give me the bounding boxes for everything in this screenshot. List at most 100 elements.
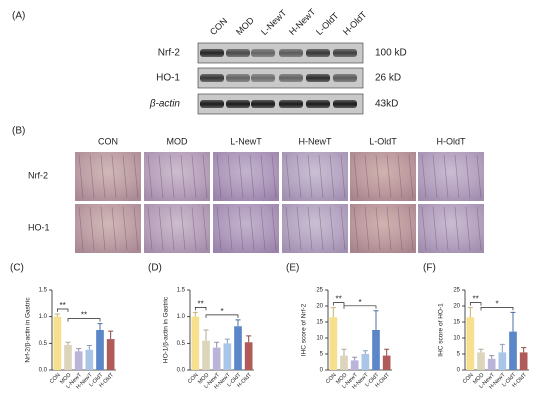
column-label: CON [208, 16, 229, 37]
y-axis-title: IHC score of Nrf-2 [301, 303, 308, 356]
blot-band [200, 100, 224, 108]
tissue-fold [216, 206, 222, 251]
ihc-stain [350, 204, 416, 253]
tissue-fold [307, 154, 313, 199]
tissue-fold [386, 206, 392, 251]
blot-band [333, 74, 357, 82]
error-bar [54, 313, 60, 317]
tissue-fold [364, 154, 370, 199]
tissue-fold [227, 206, 233, 251]
tissue-fold [364, 206, 370, 251]
bar [53, 316, 62, 370]
bar [85, 349, 94, 370]
column-label: CON [98, 136, 118, 146]
tissue-fold [158, 206, 164, 251]
panel-label: (A) [12, 11, 25, 22]
bar [477, 352, 485, 370]
bar [74, 351, 83, 370]
column-label: H-OldT [341, 9, 369, 37]
tissue-fold [202, 154, 208, 199]
ihc-stain [282, 152, 348, 201]
y-tick-label: 0.0 [39, 368, 48, 374]
column-label: L-NewT [259, 7, 289, 37]
tissue-fold [296, 206, 302, 251]
tissue-fold [476, 154, 482, 199]
tissue-fold [307, 206, 313, 251]
tissue-fold [89, 206, 95, 251]
tissue-fold [100, 206, 106, 251]
bar [382, 355, 391, 370]
tissue-fold [296, 154, 302, 199]
error-bar [203, 329, 209, 341]
tissue-fold [318, 206, 324, 251]
row-label: Nrf-2 [158, 48, 181, 59]
blot-band [251, 100, 275, 108]
tissue-fold [249, 206, 255, 251]
tissue-fold [78, 206, 84, 251]
significance-bracket [469, 302, 482, 306]
tissue-fold [397, 206, 403, 251]
y-tick-label: 20 [316, 304, 323, 310]
tissue-fold [408, 154, 414, 199]
tissue-fold [249, 154, 255, 199]
tissue-fold [375, 206, 381, 251]
tissue-fold [133, 154, 139, 199]
tissue-fold [375, 154, 381, 199]
blot-band [333, 49, 357, 57]
ihc-stain [282, 204, 348, 253]
y-tick-label: 15 [316, 320, 323, 326]
bar [212, 347, 221, 370]
panel-label: (D) [148, 263, 162, 274]
bar [244, 342, 253, 370]
significance-bracket [343, 305, 377, 309]
significance-label: * [495, 300, 498, 309]
tissue-fold [353, 154, 359, 199]
ihc-image [350, 204, 416, 253]
blot-band [333, 100, 357, 108]
tissue-fold [271, 154, 277, 199]
error-bar [108, 330, 114, 340]
panel-label: (F) [423, 263, 436, 274]
y-tick-label: 10 [453, 336, 460, 342]
y-axis-title: HO-1/β-actin in Gastric [163, 296, 170, 363]
tissue-fold [432, 154, 438, 199]
size-label: 26 kD [375, 73, 401, 84]
tissue-fold [318, 154, 324, 199]
ihc-stain [75, 204, 141, 253]
blot-band [306, 74, 330, 82]
bar [96, 330, 104, 370]
y-tick-label: 20 [453, 304, 460, 310]
tissue-fold [180, 154, 186, 199]
y-tick-label: 25 [316, 288, 323, 294]
tissue-fold [169, 154, 175, 199]
ihc-image [418, 152, 484, 201]
bar [64, 344, 72, 370]
error-bar [510, 311, 516, 332]
blot-band [251, 49, 275, 57]
ihc-image [75, 152, 141, 201]
y-tick-label: 0.5 [177, 341, 186, 347]
tissue-fold [122, 206, 128, 251]
error-bar [521, 347, 527, 353]
blot-band [226, 100, 250, 108]
size-label: 100 kD [375, 48, 407, 59]
significance-label: ** [473, 295, 479, 304]
tissue-fold [191, 206, 197, 251]
tissue-fold [285, 206, 291, 251]
y-tick-label: 0 [320, 368, 324, 374]
bar [498, 352, 507, 370]
tissue-fold [100, 154, 106, 199]
tissue-fold [340, 154, 346, 199]
tissue-fold [465, 206, 471, 251]
tissue-fold [454, 154, 460, 199]
tissue-fold [111, 154, 117, 199]
error-bar [246, 335, 252, 343]
ihc-stain [418, 204, 484, 253]
bar [106, 339, 115, 370]
bar [340, 355, 348, 370]
ihc-image [144, 152, 210, 201]
significance-label: ** [198, 300, 204, 309]
error-bar [489, 355, 495, 359]
error-bar [341, 348, 347, 356]
